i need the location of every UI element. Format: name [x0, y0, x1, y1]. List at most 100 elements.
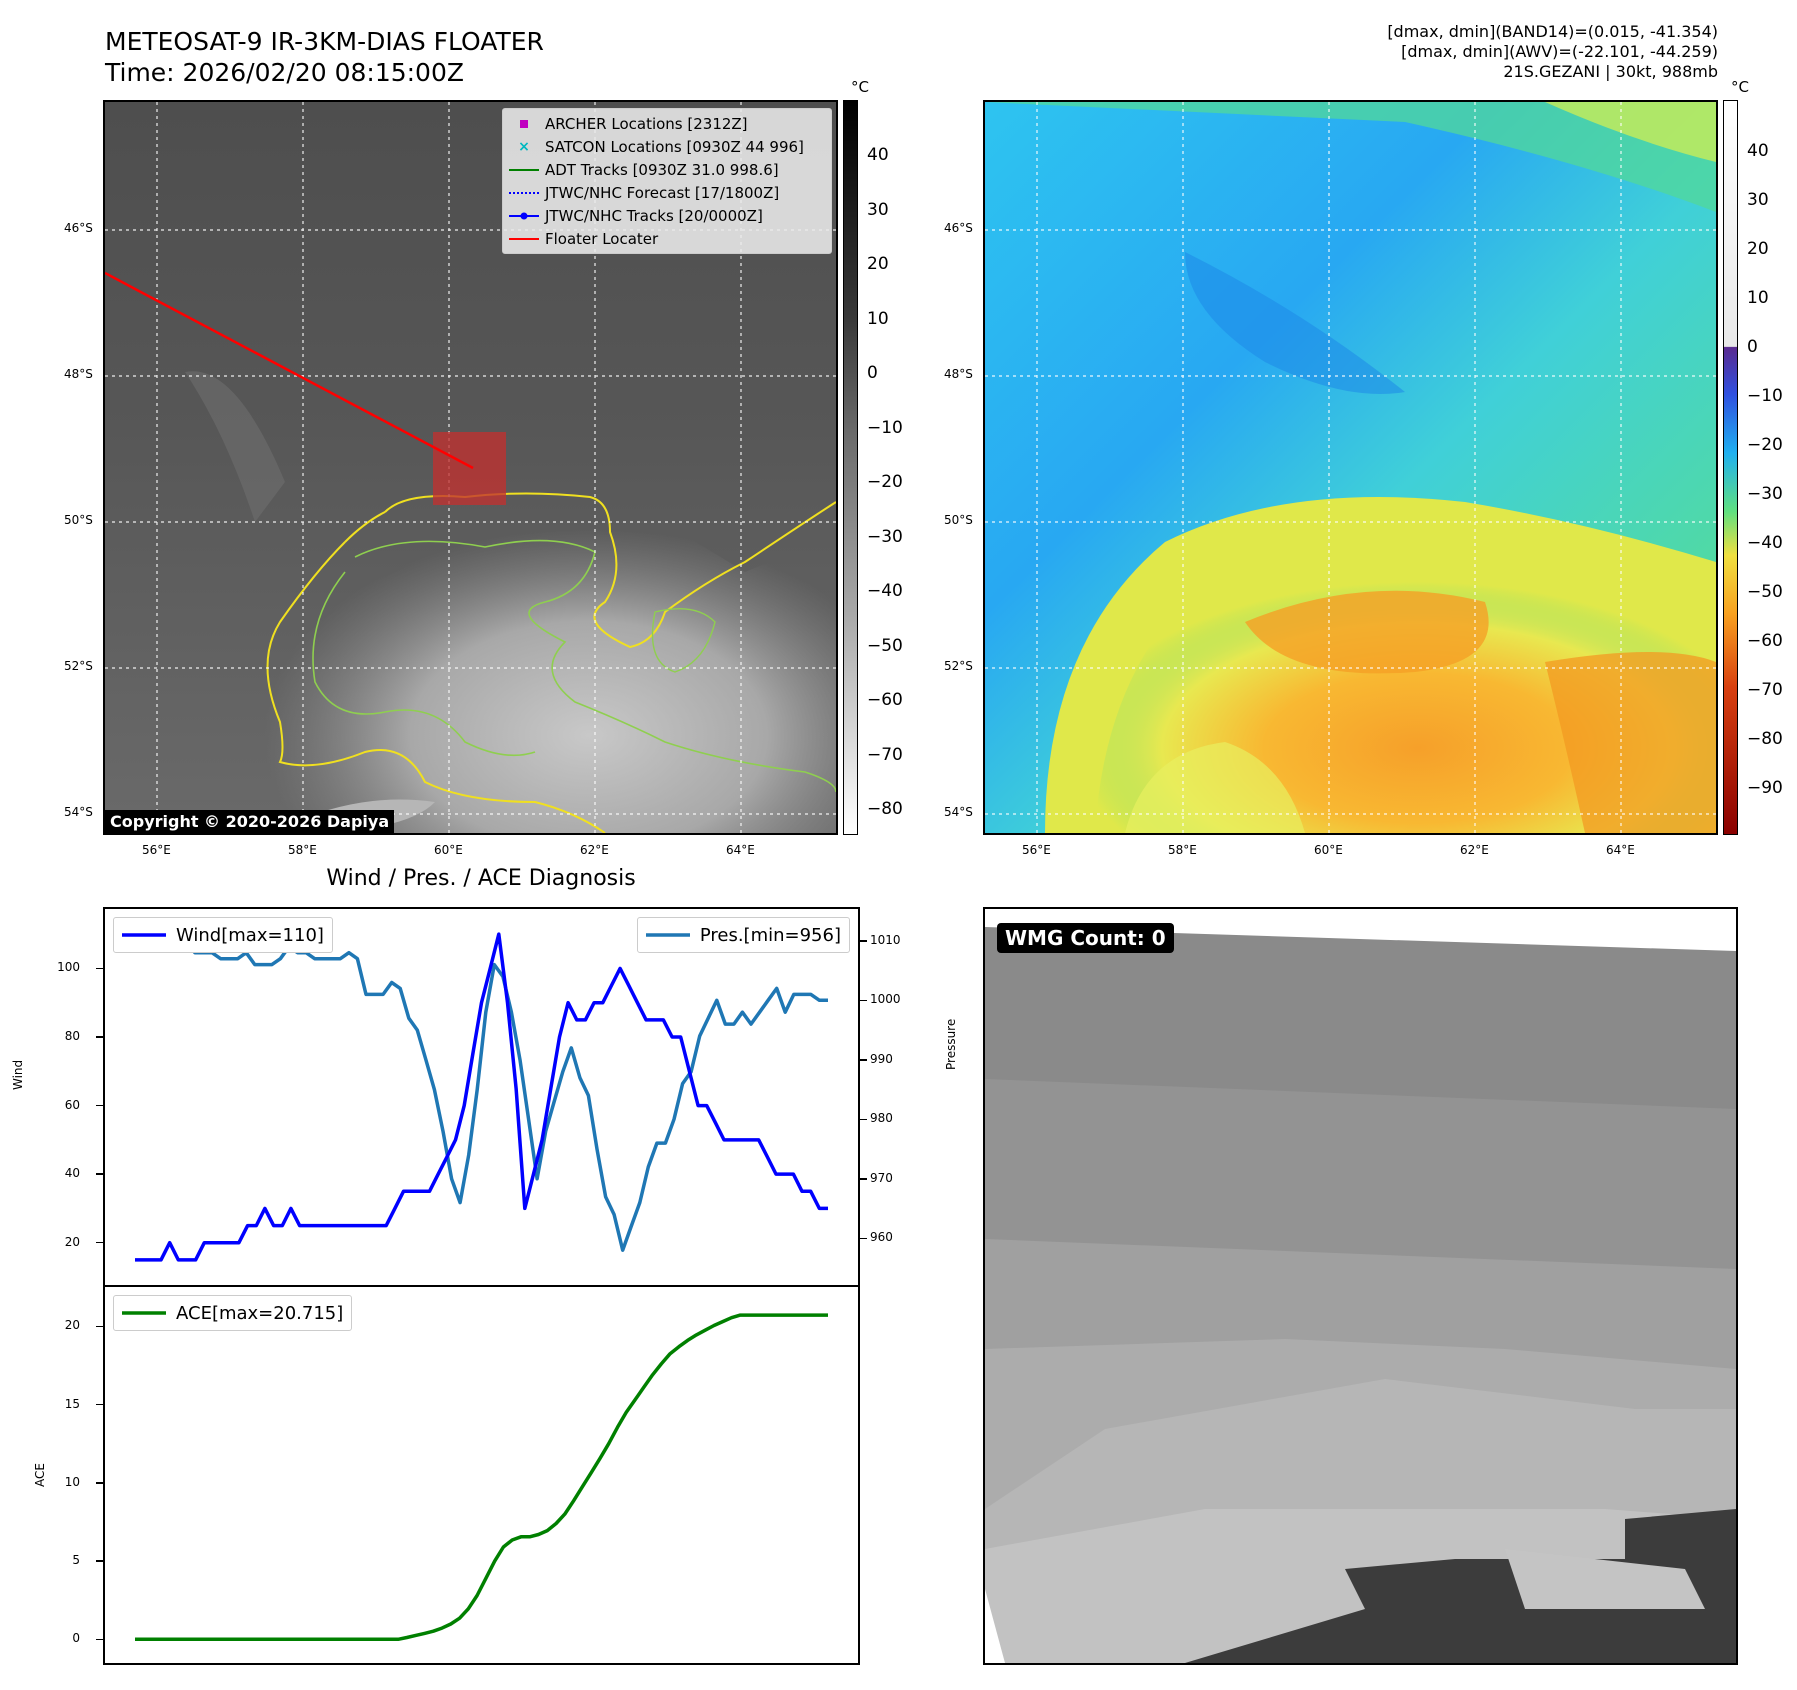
- axis-tick-label: 960: [870, 1230, 893, 1245]
- lat-tick: 46°S: [944, 221, 973, 235]
- axis-tick-label: 20: [64, 1234, 80, 1249]
- wmg-count-badge: WMG Count: 0: [997, 923, 1174, 953]
- colorbar-tick-label: 40: [1747, 141, 1769, 161]
- axis-tick-mark: [860, 940, 867, 942]
- dotted-line-icon: [509, 191, 539, 194]
- wind-pressure-plot: [135, 927, 828, 1262]
- lon-tick: 62°E: [580, 843, 609, 857]
- awv-map-panel[interactable]: [983, 100, 1718, 835]
- colorbar-tick-label: −20: [867, 472, 903, 492]
- colorbar-tick-label: 0: [867, 363, 878, 383]
- lon-tick: 56°E: [1022, 843, 1051, 857]
- lat-tick: 52°S: [944, 659, 973, 673]
- axis-tick-mark: [96, 1241, 103, 1244]
- colorbar-tick-label: −60: [867, 690, 903, 710]
- colorbar-tick-label: −30: [867, 526, 903, 547]
- axis-tick-label: 5: [72, 1553, 80, 1568]
- lon-tick: 58°E: [288, 843, 317, 857]
- satellite-title: METEOSAT-9 IR-3KM-DIAS FLOATER: [105, 27, 544, 56]
- lat-tick: 54°S: [944, 805, 973, 819]
- lon-tick: 60°E: [1314, 843, 1343, 857]
- band14-stats: [dmax, dmin](BAND14)=(0.015, -41.354): [1387, 22, 1718, 41]
- time-label: Time: 2026/02/20 08:15:00Z: [105, 58, 464, 87]
- axis-tick-mark: [860, 999, 867, 1002]
- wind-pressure-panel[interactable]: Wind[max=110] Pres.[min=956]: [103, 907, 860, 1287]
- pressure-series-line: [135, 927, 828, 1252]
- wmg-panel[interactable]: WMG Count: 0: [983, 907, 1738, 1665]
- colorbar-tick-label: −50: [867, 635, 903, 656]
- axis-tick-mark: [860, 1118, 867, 1121]
- axis-tick-label: 990: [870, 1051, 893, 1066]
- colorbar-tick-label: −50: [1747, 582, 1783, 602]
- awv-stats: [dmax, dmin](AWV)=(-22.101, -44.259): [1401, 42, 1718, 61]
- colorbar-tick-label: 10: [867, 308, 889, 329]
- axis-tick-label: 970: [870, 1170, 893, 1185]
- x-marker-icon: ×: [518, 138, 530, 155]
- lon-tick: 56°E: [142, 843, 171, 857]
- floater-box: [433, 432, 506, 505]
- axis-tick-label: 20: [64, 1318, 80, 1333]
- lat-tick: 50°S: [944, 513, 973, 527]
- wind-legend: Wind[max=110]: [113, 917, 333, 953]
- pressure-line-icon: [645, 933, 690, 937]
- wind-axis-label: Wind: [11, 1059, 25, 1090]
- axis-tick-label: 980: [870, 1111, 893, 1126]
- colorbar-tick-label: 40: [867, 145, 889, 165]
- lon-tick: 64°E: [726, 843, 755, 857]
- wind-line-icon: [122, 933, 166, 937]
- lon-tick: 60°E: [434, 843, 463, 857]
- axis-tick-mark: [860, 1059, 867, 1061]
- legend-item-jtwc-tracks: JTWC/NHC Tracks [20/0000Z]: [503, 204, 831, 227]
- lat-tick: 48°S: [64, 367, 93, 381]
- colorbar-tick-label: −40: [1747, 533, 1783, 553]
- axis-tick-mark: [96, 1638, 103, 1641]
- storm-info: 21S.GEZANI | 30kt, 988mb: [1503, 62, 1718, 81]
- square-marker-icon: [520, 119, 528, 128]
- ace-plot: [135, 1313, 828, 1642]
- axis-tick-mark: [96, 1403, 103, 1406]
- lat-tick: 48°S: [944, 367, 973, 381]
- legend-item-satcon: × SATCON Locations [0930Z 44 996]: [518, 137, 804, 156]
- colorbar-tick-label: 10: [1747, 288, 1769, 308]
- lon-tick: 58°E: [1168, 843, 1197, 857]
- axis-tick-mark: [96, 1482, 103, 1484]
- awv-map-image: [985, 102, 1716, 833]
- ace-legend: ACE[max=20.715]: [113, 1295, 353, 1331]
- colorbar-tick-label: −30: [1747, 484, 1783, 504]
- axis-tick-label: 10: [64, 1474, 80, 1489]
- colorbar-tick-label: 20: [867, 254, 889, 274]
- ace-line-icon: [122, 1311, 166, 1315]
- figure-header-right: [dmax, dmin](BAND14)=(0.015, -41.354) [d…: [1387, 22, 1718, 82]
- axis-tick-mark: [860, 1178, 867, 1180]
- axis-tick-label: 80: [64, 1029, 80, 1043]
- colorbar-tick-label: −80: [1747, 729, 1783, 749]
- ir-map-panel[interactable]: ARCHER Locations [2312Z] × SATCON Locati…: [103, 100, 838, 835]
- pressure-axis-label: Pressure: [944, 1018, 958, 1070]
- lat-tick: 46°S: [64, 221, 93, 235]
- ir-colorbar: [843, 100, 858, 835]
- legend-item-adt: ADT Tracks [0930Z 31.0 998.6]: [503, 158, 831, 181]
- ace-panel[interactable]: ACE[max=20.715]: [103, 1285, 860, 1665]
- figure-header-left: METEOSAT-9 IR-3KM-DIAS FLOATER Time: 202…: [105, 26, 544, 88]
- lat-tick: 50°S: [64, 513, 93, 527]
- legend-item-jtwc-forecast: JTWC/NHC Forecast [17/1800Z]: [503, 181, 831, 204]
- red-line-icon: [509, 237, 539, 240]
- axis-tick-mark: [96, 1560, 103, 1562]
- awv-colorbar-unit: °C: [1731, 78, 1749, 96]
- wmg-image: [985, 909, 1736, 1663]
- axis-tick-mark: [860, 1237, 867, 1240]
- map-legend: ARCHER Locations [2312Z] × SATCON Locati…: [502, 108, 832, 254]
- axis-tick-label: 1000: [870, 992, 901, 1007]
- colorbar-tick-label: −60: [1747, 631, 1783, 651]
- lat-tick: 54°S: [64, 805, 93, 819]
- axis-tick-label: 60: [64, 1097, 80, 1112]
- colorbar-tick-label: 0: [1747, 337, 1758, 357]
- colorbar-tick-label: 30: [867, 199, 889, 220]
- diagnosis-title: Wind / Pres. / ACE Diagnosis: [326, 866, 636, 891]
- lat-tick: 52°S: [64, 659, 93, 673]
- colorbar-tick-label: −90: [1747, 778, 1783, 798]
- axis-tick-mark: [96, 1036, 103, 1038]
- colorbar-tick-label: −80: [867, 799, 903, 819]
- axis-tick-label: 15: [64, 1396, 80, 1411]
- ir-colorbar-unit: °C: [851, 78, 869, 96]
